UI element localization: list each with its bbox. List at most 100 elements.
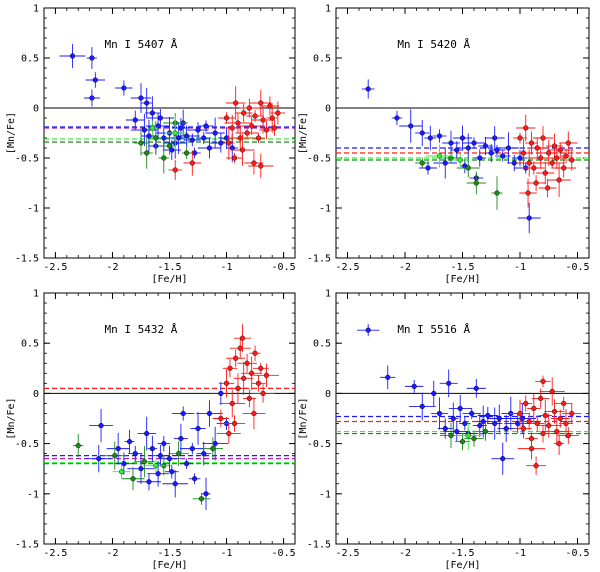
data-point [115, 446, 121, 452]
data-point [96, 456, 102, 462]
data-point [178, 435, 184, 442]
data-point [260, 390, 266, 397]
x-tick-label: -2 [399, 262, 411, 273]
series-blue [356, 324, 536, 475]
series-lightgreen [112, 459, 169, 478]
data-point [226, 430, 232, 437]
data-point [271, 125, 278, 131]
data-point [526, 160, 532, 166]
x-tick-label: -1 [514, 548, 526, 559]
data-point [563, 153, 569, 159]
data-point [448, 432, 454, 439]
data-point [482, 428, 489, 435]
data-point [394, 115, 400, 121]
x-tick-label: -2.5 [43, 262, 67, 273]
data-point [488, 150, 494, 156]
data-point [149, 446, 155, 452]
series-blue [86, 381, 237, 510]
data-point [166, 456, 173, 462]
data-point [534, 145, 540, 151]
data-point [473, 180, 479, 186]
y-tick-label: 1 [325, 289, 331, 300]
series-green [73, 434, 223, 505]
data-point [176, 451, 182, 457]
data-point [480, 418, 486, 425]
data-point [244, 130, 250, 136]
data-point [258, 100, 264, 106]
data-point [263, 372, 270, 378]
data-point [198, 496, 205, 502]
data-point [118, 469, 125, 475]
data-point [260, 117, 266, 123]
data-point [542, 170, 548, 176]
data-point [144, 150, 150, 156]
data-point [565, 432, 571, 439]
data-point [531, 165, 537, 171]
data-point [551, 143, 558, 149]
x-axis-title: [Fe/H] [444, 274, 480, 285]
x-axis-title: [Fe/H] [151, 274, 187, 285]
data-point [146, 133, 152, 139]
data-point [408, 123, 414, 129]
data-point [515, 420, 521, 427]
data-point [554, 155, 560, 161]
data-point [263, 127, 270, 133]
data-point [505, 145, 512, 151]
data-point [138, 95, 144, 101]
data-point [227, 365, 233, 371]
data-point [540, 135, 546, 141]
data-point [223, 380, 230, 386]
series-red [512, 114, 578, 208]
x-tick-label: -2.5 [43, 548, 67, 559]
data-point [503, 425, 509, 432]
y-tick-label: -0.5 [15, 154, 39, 165]
data-point [226, 140, 232, 146]
data-point [465, 432, 471, 439]
series-blue [59, 44, 239, 163]
data-point [544, 185, 551, 191]
data-point [442, 160, 448, 166]
data-point [419, 160, 425, 166]
y-axis-title: [Mn/Fe] [6, 397, 17, 439]
data-point [172, 167, 178, 173]
data-point [523, 125, 529, 131]
data-point [459, 135, 466, 141]
data-point [561, 165, 567, 171]
data-point [517, 155, 523, 161]
data-point [569, 157, 575, 163]
data-point [144, 430, 150, 437]
data-point [144, 100, 150, 106]
panel-title: Mn I 5516 Å [397, 323, 470, 336]
data-point [251, 160, 257, 166]
y-tick-label: 0 [33, 389, 39, 400]
data-point [176, 135, 182, 141]
series-red [168, 86, 286, 180]
data-point [454, 428, 460, 435]
data-point [419, 403, 425, 410]
data-point [189, 160, 195, 166]
data-point [229, 400, 235, 407]
y-axis-title: [Mn/Fe] [298, 112, 309, 154]
panel-title: Mn I 5407 Å [105, 38, 178, 51]
x-tick-label: -0.5 [565, 262, 589, 273]
data-point [218, 140, 224, 146]
data-point [246, 105, 252, 111]
data-point [436, 153, 443, 159]
data-point [192, 150, 198, 156]
data-point [549, 388, 555, 394]
y-tick-label: -0.5 [15, 439, 39, 450]
data-point [255, 135, 262, 141]
data-point [121, 461, 127, 467]
data-point [517, 135, 523, 141]
data-point [448, 140, 454, 146]
series-lightgreen [454, 421, 482, 450]
data-point [138, 466, 144, 472]
data-point [269, 115, 275, 121]
data-point [126, 438, 133, 445]
data-point [551, 408, 558, 415]
y-tick-label: 1 [33, 289, 39, 300]
data-point [166, 143, 173, 149]
data-point [75, 443, 81, 449]
series-lightgreen [147, 116, 186, 150]
